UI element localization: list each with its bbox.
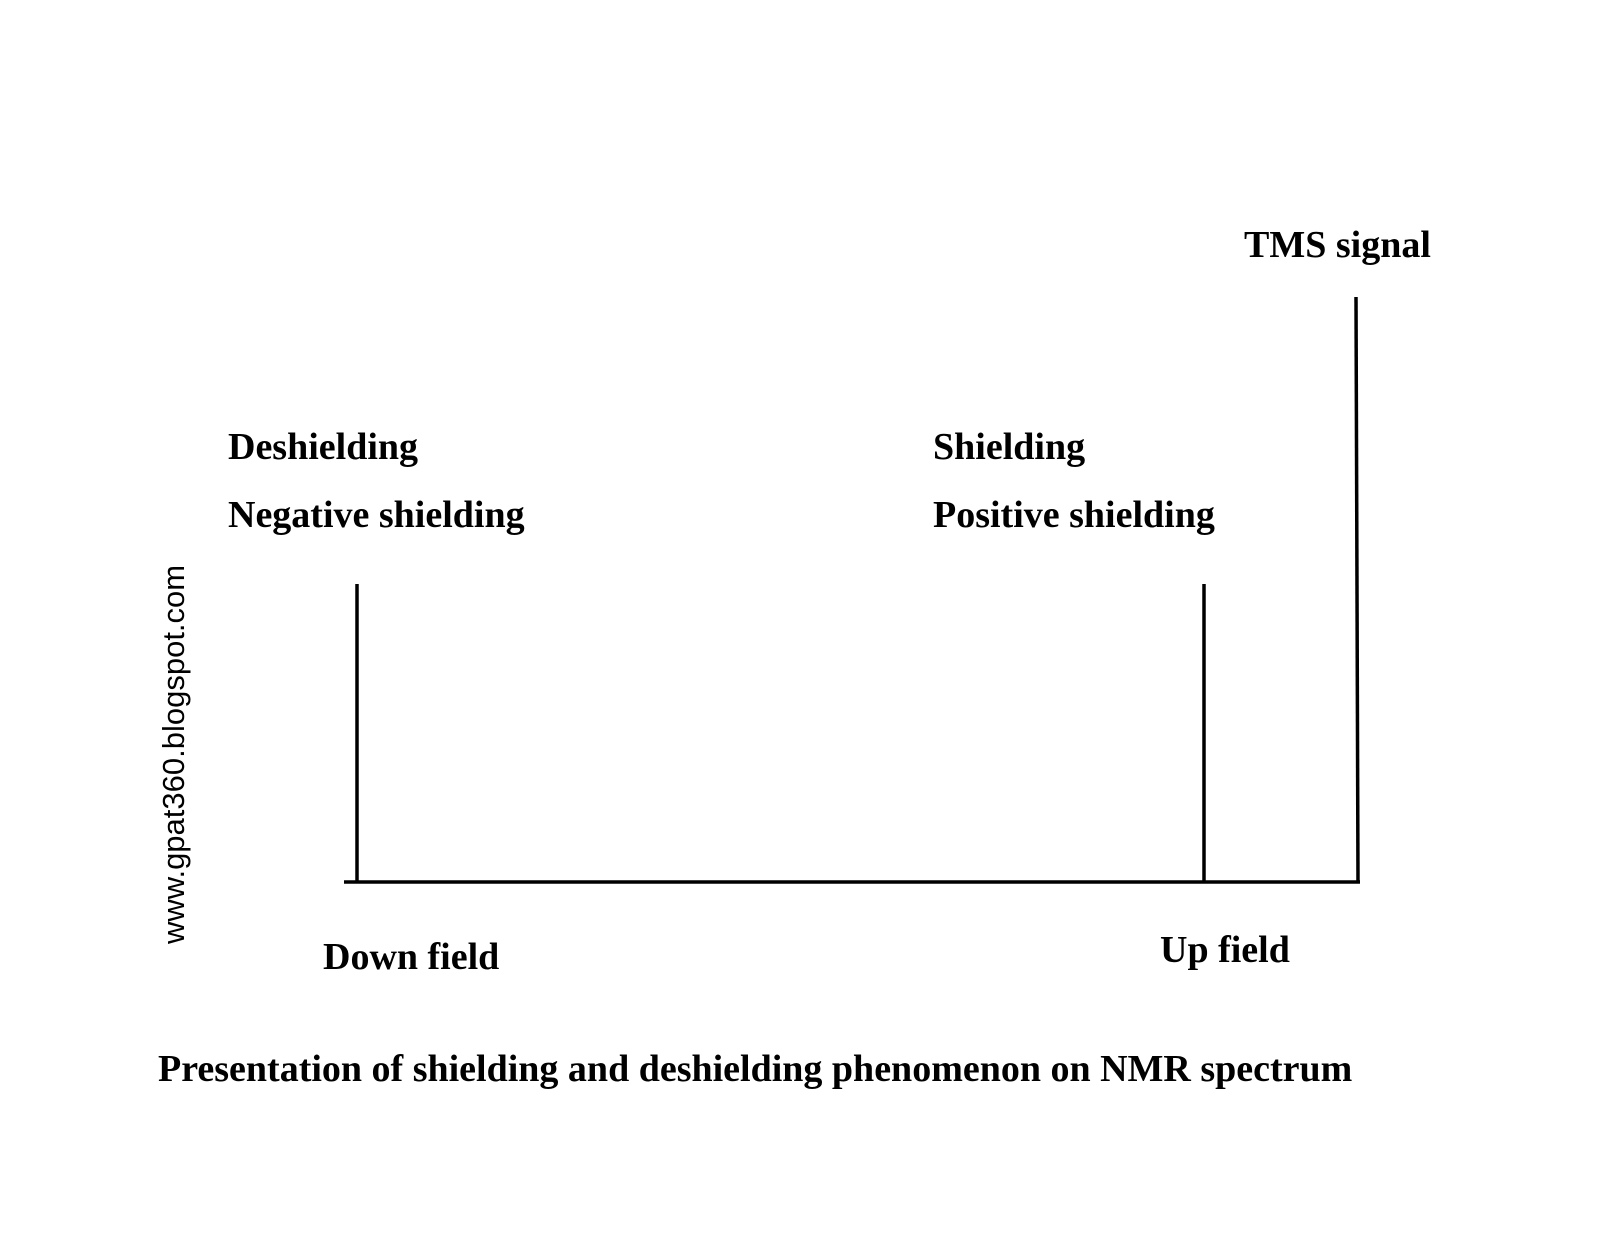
positive-shielding-label: Positive shielding xyxy=(933,494,1215,536)
watermark-url: www.gpat360.blogspot.com xyxy=(156,565,191,945)
tms-peak xyxy=(1354,296,1360,883)
deshielding-label: Deshielding xyxy=(228,426,418,468)
up-field-label: Up field xyxy=(1160,929,1290,971)
down-field-label: Down field xyxy=(323,936,499,978)
tms-signal-label: TMS signal xyxy=(1244,224,1431,266)
figure-caption: Presentation of shielding and deshieldin… xyxy=(158,1048,1352,1090)
negative-shielding-label: Negative shielding xyxy=(228,494,525,536)
shielding-label: Shielding xyxy=(933,426,1085,468)
